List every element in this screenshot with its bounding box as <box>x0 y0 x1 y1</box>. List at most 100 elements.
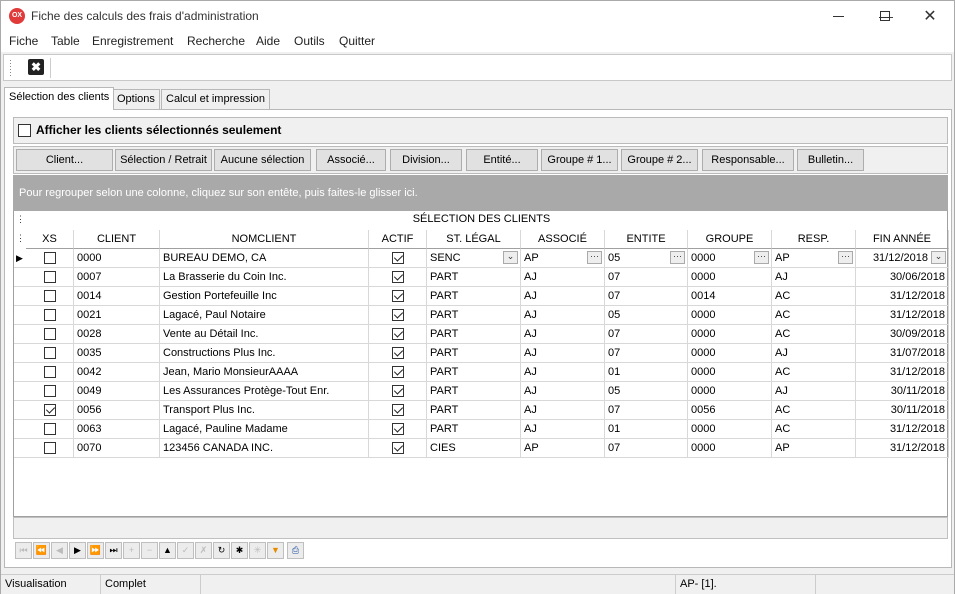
cell-client[interactable]: 0063 <box>74 420 160 439</box>
tab-calcul-impression[interactable]: Calcul et impression <box>161 89 271 109</box>
cell-client[interactable]: 0049 <box>74 382 160 401</box>
cell-resp[interactable]: AP <box>772 439 856 458</box>
filter-icon[interactable]: ▼ <box>267 542 284 559</box>
cell-st-legal[interactable]: CIES <box>427 439 521 458</box>
cell-associe[interactable]: AJ <box>521 306 605 325</box>
xs-checkbox[interactable] <box>43 290 56 302</box>
ellipsis-icon[interactable]: ··· <box>754 251 769 264</box>
xs-checkbox[interactable] <box>43 423 56 435</box>
column-header-nomclient[interactable]: NOMCLIENT <box>160 230 369 249</box>
cell-associe[interactable]: AP <box>521 439 605 458</box>
cell-groupe[interactable]: 0000 <box>688 325 772 344</box>
cell-nomclient[interactable]: Transport Plus Inc. <box>160 401 369 420</box>
cell-nomclient[interactable]: Les Assurances Protège-Tout Enr. <box>160 382 369 401</box>
table-row[interactable]: 0063 Lagacé, Pauline Madame PART AJ 01 0000 AC… <box>14 420 949 439</box>
actif-checkbox[interactable] <box>391 252 404 264</box>
cell-fin-annee[interactable]: 31/12/2018 ⌄ <box>856 249 949 268</box>
close-window-button[interactable]: ✕ <box>923 8 937 25</box>
cell-st-legal[interactable]: PART <box>427 306 521 325</box>
cell-nomclient[interactable]: La Brasserie du Coin Inc. <box>160 268 369 287</box>
cell-groupe[interactable]: 0000 <box>688 382 772 401</box>
column-header-actif[interactable]: ACTIF <box>369 230 427 249</box>
column-header-resp[interactable]: RESP. <box>772 230 856 249</box>
table-row[interactable]: 0042 Jean, Mario MonsieurAAAA PART AJ 01 0000… <box>14 363 949 382</box>
cell-st-legal[interactable]: PART <box>427 268 521 287</box>
prev-page-icon[interactable]: ⏪ <box>33 542 50 559</box>
toolbar-grip[interactable] <box>9 59 12 77</box>
cell-resp[interactable]: AC <box>772 363 856 382</box>
menu-aide[interactable]: Aide <box>256 34 281 48</box>
cell-fin-annee[interactable]: 31/12/2018 <box>856 420 949 439</box>
cell-resp[interactable]: AP ··· <box>772 249 856 268</box>
cell-groupe[interactable]: 0056 <box>688 401 772 420</box>
close-record-icon[interactable]: ✖ <box>28 59 44 75</box>
cell-st-legal[interactable]: PART <box>427 325 521 344</box>
cell-associe[interactable]: AJ <box>521 344 605 363</box>
cell-groupe[interactable]: 0000 <box>688 344 772 363</box>
actif-checkbox[interactable] <box>391 271 404 283</box>
cell-resp[interactable]: AJ <box>772 344 856 363</box>
cell-nomclient[interactable]: Gestion Portefeuille Inc <box>160 287 369 306</box>
cell-associe[interactable]: AJ <box>521 382 605 401</box>
groupe-1-button[interactable]: Groupe # 1... <box>541 149 618 171</box>
cell-st-legal[interactable]: PART <box>427 420 521 439</box>
table-row[interactable]: 0070 123456 CANADA INC. CIES AP 07 0000 AP 31/1… <box>14 439 949 458</box>
maximize-window-button[interactable] <box>861 1 907 32</box>
aucune-selection-button[interactable]: Aucune sélection <box>214 149 311 171</box>
column-header-entite[interactable]: ENTITE <box>605 230 688 249</box>
chevron-down-icon[interactable]: ⌄ <box>931 251 946 264</box>
cell-client[interactable]: 0070 <box>74 439 160 458</box>
cell-client[interactable]: 0000 <box>74 249 160 268</box>
table-row[interactable]: 0021 Lagacé, Paul Notaire PART AJ 05 0000 AC 31… <box>14 306 949 325</box>
cell-fin-annee[interactable]: 30/11/2018 <box>856 382 949 401</box>
cell-entite[interactable]: 07 <box>605 287 688 306</box>
column-header-fin-annee[interactable]: FIN ANNÉE <box>856 230 949 249</box>
delete-record-icon[interactable]: − <box>141 542 158 559</box>
xs-checkbox[interactable] <box>43 385 56 397</box>
show-selected-checkbox[interactable] <box>18 124 31 137</box>
edit-record-icon[interactable]: ▲ <box>159 542 176 559</box>
tab-options[interactable]: Options <box>112 89 160 109</box>
cell-resp[interactable]: AC <box>772 287 856 306</box>
menu-outils[interactable]: Outils <box>294 34 325 48</box>
table-row[interactable]: 0014 Gestion Portefeuille Inc PART AJ 07 0014… <box>14 287 949 306</box>
cell-nomclient[interactable]: 123456 CANADA INC. <box>160 439 369 458</box>
actif-checkbox[interactable] <box>391 366 404 378</box>
bookmark-icon[interactable]: ✱ <box>231 542 248 559</box>
first-page-icon[interactable]: ⏮ <box>15 542 32 559</box>
cell-fin-annee[interactable]: 30/09/2018 <box>856 325 949 344</box>
cell-st-legal[interactable]: PART <box>427 344 521 363</box>
column-header-xs[interactable]: XS <box>26 230 74 249</box>
cell-entite[interactable]: 05 ··· <box>605 249 688 268</box>
menu-quitter[interactable]: Quitter <box>339 34 376 48</box>
cell-client[interactable]: 0014 <box>74 287 160 306</box>
bulletin-button[interactable]: Bulletin... <box>797 149 864 171</box>
column-header-associe[interactable]: ASSOCIÉ <box>521 230 605 249</box>
cell-st-legal[interactable]: PART <box>427 401 521 420</box>
division-button[interactable]: Division... <box>390 149 462 171</box>
xs-checkbox[interactable] <box>43 309 56 321</box>
chevron-down-icon[interactable]: ⌄ <box>503 251 518 264</box>
xs-checkbox[interactable] <box>43 442 56 454</box>
xs-checkbox[interactable] <box>43 366 56 378</box>
cell-fin-annee[interactable]: 30/06/2018 <box>856 268 949 287</box>
cell-fin-annee[interactable]: 31/12/2018 <box>856 287 949 306</box>
cell-entite[interactable]: 07 <box>605 439 688 458</box>
actif-checkbox[interactable] <box>391 309 404 321</box>
cell-resp[interactable]: AJ <box>772 268 856 287</box>
cell-nomclient[interactable]: BUREAU DEMO, CA <box>160 249 369 268</box>
cell-client[interactable]: 0028 <box>74 325 160 344</box>
ellipsis-icon[interactable]: ··· <box>587 251 602 264</box>
actif-checkbox[interactable] <box>391 328 404 340</box>
cell-groupe[interactable]: 0000 <box>688 363 772 382</box>
cell-associe[interactable]: AJ <box>521 325 605 344</box>
next-page-icon[interactable]: ⏩ <box>87 542 104 559</box>
cell-fin-annee[interactable]: 31/12/2018 <box>856 363 949 382</box>
table-row[interactable]: 0035 Constructions Plus Inc. PART AJ 07 0000 A… <box>14 344 949 363</box>
xs-checkbox[interactable] <box>43 271 56 283</box>
minimize-button[interactable] <box>861 1 907 32</box>
cell-resp[interactable]: AC <box>772 306 856 325</box>
cell-st-legal[interactable]: PART <box>427 287 521 306</box>
column-header-st-legal[interactable]: ST. LÉGAL <box>427 230 521 249</box>
print-icon[interactable]: ⎙ <box>287 542 304 559</box>
